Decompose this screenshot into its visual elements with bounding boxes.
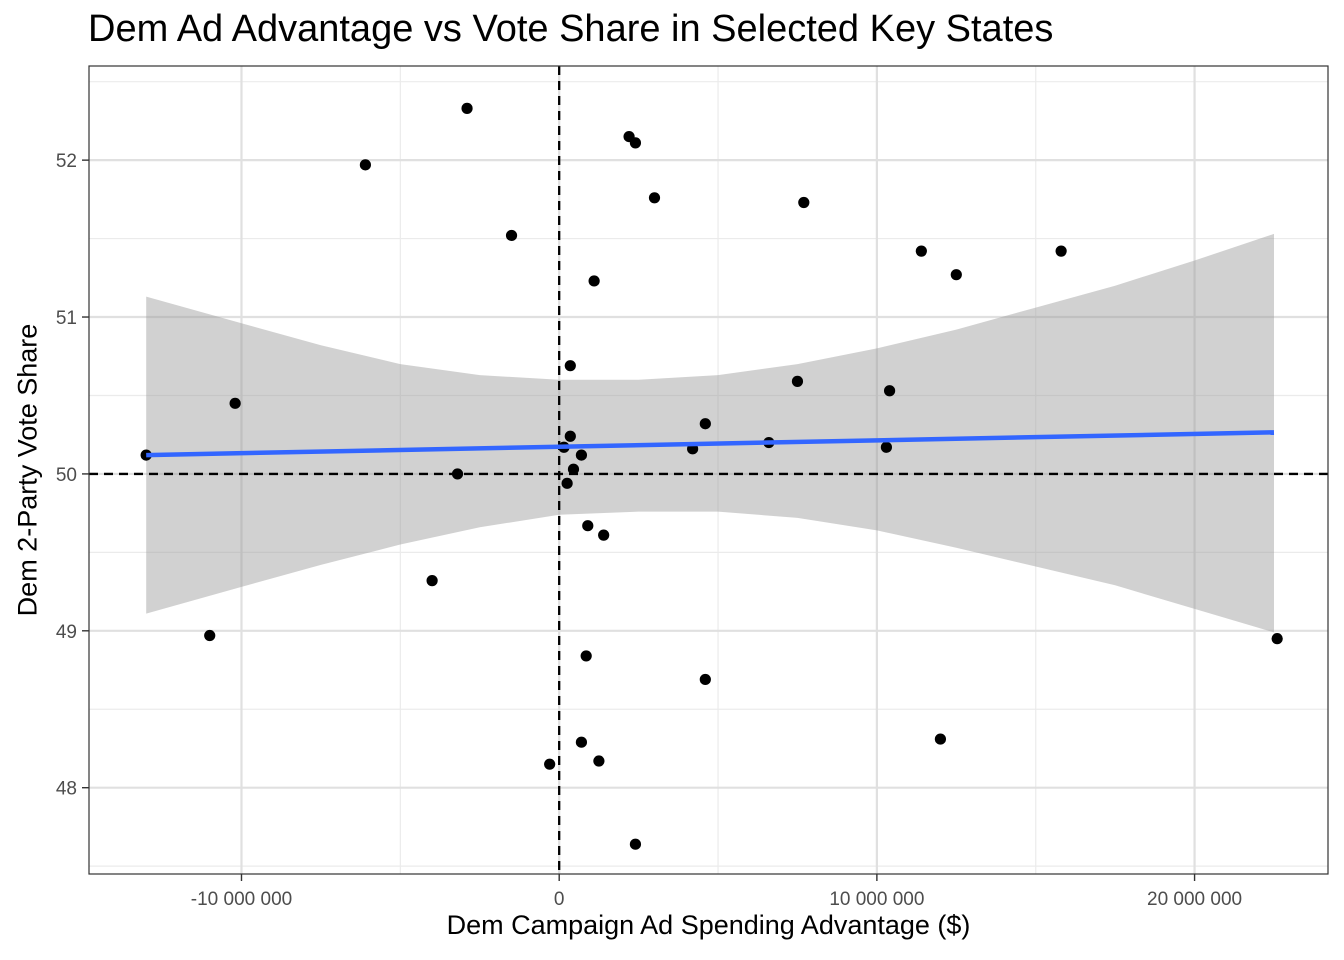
data-point	[1055, 245, 1067, 257]
data-point	[544, 758, 556, 770]
x-tick-label: -10 000 000	[191, 889, 292, 910]
data-point	[648, 192, 661, 204]
data-point	[561, 477, 573, 489]
data-point	[629, 137, 642, 149]
y-tick-label: 50	[56, 465, 77, 486]
x-tick-label: 0	[554, 889, 565, 910]
data-point	[229, 397, 241, 409]
y-axis-label: Dem 2-Party Vote Share	[12, 323, 43, 617]
data-point	[564, 360, 576, 372]
plot-panel	[89, 66, 1328, 874]
y-tick-label: 48	[56, 779, 77, 800]
y-tick-label: 49	[56, 622, 77, 643]
x-tick-label: 10 000 000	[829, 889, 924, 910]
data-point	[1271, 633, 1283, 645]
minor-gridlines	[89, 66, 1328, 874]
data-point	[593, 755, 605, 767]
data-point	[575, 736, 588, 748]
data-point	[461, 102, 473, 114]
y-tick-label: 52	[56, 151, 77, 172]
regression-line	[146, 430, 1275, 458]
y-axis-ticks: 48 49 50 51 52	[56, 151, 89, 800]
data-point	[505, 229, 518, 242]
data-point	[564, 430, 576, 442]
data-point	[140, 449, 152, 461]
data-point	[598, 529, 610, 541]
data-point	[359, 159, 371, 171]
x-axis-ticks: -10 000 000 0 10 000 000 20 000 000	[191, 874, 1242, 910]
data-point	[426, 575, 438, 587]
data-point	[699, 418, 711, 430]
y-tick-label: 51	[56, 308, 77, 329]
data-point	[451, 468, 464, 480]
x-tick-label: 20 000 000	[1147, 889, 1242, 910]
plot-border	[88, 65, 1329, 875]
data-points	[140, 102, 1283, 850]
data-point	[915, 245, 927, 257]
data-point	[629, 838, 642, 850]
data-point	[883, 385, 896, 397]
data-point	[950, 269, 962, 281]
data-point	[582, 520, 594, 532]
data-point	[880, 441, 893, 453]
x-axis-label: Dem Campaign Ad Spending Advantage ($)	[446, 910, 971, 940]
data-point	[798, 196, 810, 209]
data-point	[588, 275, 600, 287]
data-point	[567, 463, 580, 475]
data-point	[580, 650, 592, 662]
chart-title: Dem Ad Advantage vs Vote Share in Select…	[88, 8, 1054, 50]
data-point	[204, 629, 216, 642]
data-point	[699, 673, 711, 686]
data-point	[934, 733, 947, 745]
data-point	[575, 449, 588, 461]
confidence-band	[146, 233, 1275, 633]
data-point	[791, 375, 804, 387]
